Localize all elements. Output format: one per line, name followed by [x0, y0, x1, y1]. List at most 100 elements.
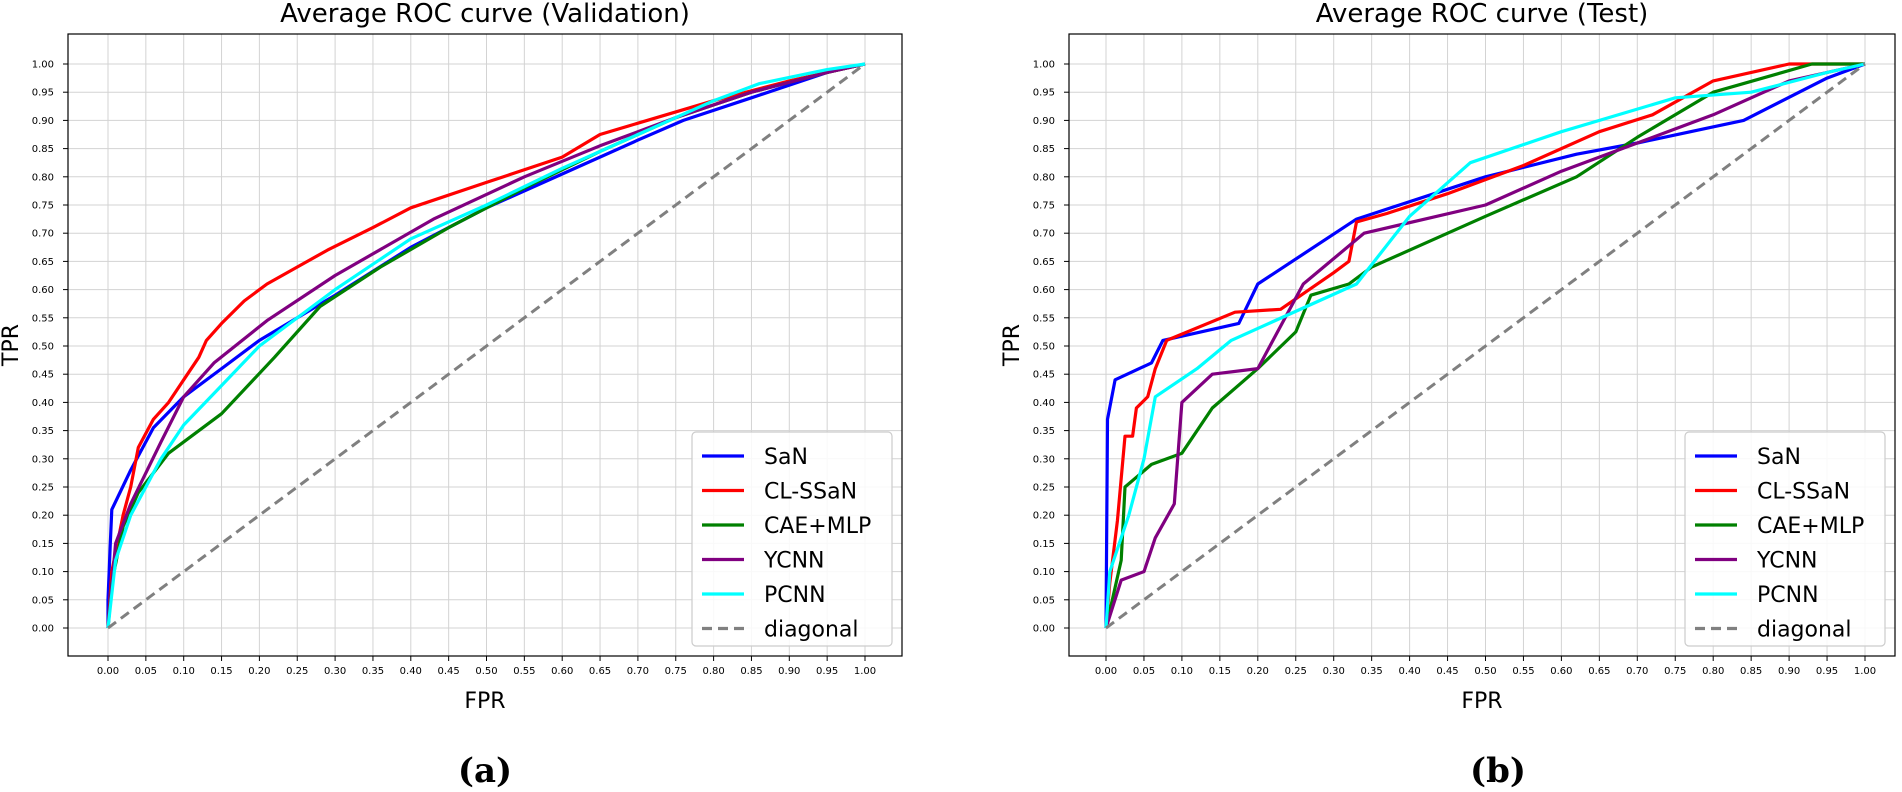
x-tick-label: 0.25	[286, 666, 308, 677]
x-tick-label: 0.45	[438, 666, 460, 677]
y-tick-label: 0.90	[1033, 116, 1055, 127]
legend-entry-label: CAE+MLP	[1757, 514, 1864, 539]
series-line-diagonal	[1105, 62, 1866, 630]
x-tick-label: 1.00	[854, 666, 876, 677]
x-tick-label: 0.60	[551, 666, 573, 677]
y-tick-label: 0.40	[1033, 398, 1055, 409]
y-tick-label: 0.05	[1033, 595, 1055, 606]
y-tick-label: 0.60	[1033, 285, 1055, 296]
legend-entry-label: PCNN	[1757, 583, 1819, 608]
y-tick-label: 0.50	[1033, 342, 1055, 353]
panel-caption: (b)	[1470, 751, 1526, 791]
series-line-ycnn	[1104, 62, 1866, 629]
y-tick-label: 0.85	[32, 144, 54, 155]
x-tick-label: 0.95	[1816, 666, 1838, 677]
x-tick-label: 0.65	[1588, 666, 1610, 677]
x-tick-label: 1.00	[1854, 666, 1876, 677]
y-tick-label: 0.25	[1033, 483, 1055, 494]
legend: SaN CL-SSaN CAE+MLP YCNN PCNN diagonal	[691, 431, 893, 647]
legend-entry-label: SaN	[1757, 445, 1801, 470]
x-tick-label: 0.40	[1398, 666, 1420, 677]
y-axis-label: TPR	[0, 324, 24, 367]
x-tick-label: 0.50	[1474, 666, 1496, 677]
x-axis-label: FPR	[1461, 689, 1502, 714]
x-tick-label: 0.40	[400, 666, 422, 677]
y-tick-label: 0.35	[32, 426, 54, 437]
y-tick-label: 0.35	[1033, 426, 1055, 437]
y-tick-label: 0.80	[32, 172, 54, 183]
legend-entry-label: CL-SSaN	[764, 480, 857, 505]
x-axis-label: FPR	[464, 689, 505, 714]
x-tick-label: 0.05	[1133, 666, 1155, 677]
y-tick-label: 0.20	[1033, 511, 1055, 522]
series-line-san	[1104, 62, 1866, 629]
x-tick-label: 0.70	[1626, 666, 1648, 677]
y-tick-label: 0.00	[32, 624, 54, 635]
legend-entry-label: CL-SSaN	[1757, 480, 1850, 505]
y-tick-label: 0.50	[32, 342, 54, 353]
chart-title: Average ROC curve (Validation)	[280, 0, 690, 29]
x-tick-label: 0.20	[1247, 666, 1269, 677]
x-tick-label: 0.80	[1702, 666, 1724, 677]
legend-entry-label: PCNN	[764, 583, 826, 608]
legend-entry-label: YCNN	[763, 549, 825, 574]
x-tick-label: 0.20	[248, 666, 270, 677]
legend-entry-label: YCNN	[1756, 549, 1818, 574]
x-tick-label: 0.10	[1171, 666, 1193, 677]
chart-panel-1: 0.00 0.00 0.05 0.05 0.10 0.10 0.15 0.15 0.20 0.20…	[0, 0, 903, 791]
x-tick-label: 0.75	[1664, 666, 1686, 677]
y-tick-label: 1.00	[1033, 60, 1055, 71]
legend-entry-label: SaN	[764, 445, 808, 470]
chart-title: Average ROC curve (Test)	[1316, 0, 1649, 29]
x-tick-label: 0.90	[778, 666, 800, 677]
x-tick-label: 0.55	[513, 666, 535, 677]
series-line-diagonal	[107, 62, 866, 630]
y-tick-label: 0.95	[1033, 88, 1055, 99]
y-tick-label: 0.90	[32, 116, 54, 127]
x-tick-label: 0.30	[1323, 666, 1345, 677]
y-tick-label: 0.15	[32, 539, 54, 550]
y-tick-label: 0.45	[1033, 370, 1055, 381]
y-axis-label: TPR	[1000, 324, 1025, 367]
y-tick-label: 0.65	[32, 257, 54, 268]
y-tick-label: 0.70	[1033, 229, 1055, 240]
x-tick-label: 0.35	[1361, 666, 1383, 677]
x-tick-label: 0.50	[475, 666, 497, 677]
y-tick-label: 0.80	[1033, 172, 1055, 183]
series-line-cae-mlp	[1104, 62, 1865, 629]
legend-entry-label: CAE+MLP	[764, 514, 871, 539]
y-tick-label: 0.30	[32, 454, 54, 465]
x-tick-label: 0.70	[627, 666, 649, 677]
y-tick-label: 0.15	[1033, 539, 1055, 550]
y-tick-label: 0.05	[32, 595, 54, 606]
series-line-ycnn	[106, 62, 866, 629]
x-tick-label: 0.25	[1285, 666, 1307, 677]
y-tick-label: 0.55	[32, 313, 54, 324]
plot-frame	[67, 33, 903, 657]
plot-frame	[1068, 33, 1896, 657]
x-tick-label: 0.55	[1512, 666, 1534, 677]
x-tick-label: 0.95	[816, 666, 838, 677]
chart-panel-2: 0.00 0.00 0.05 0.05 0.10 0.10 0.15 0.15 0.20 0.20…	[1000, 0, 1896, 791]
legend-entry-label: diagonal	[764, 618, 859, 643]
x-tick-label: 0.15	[210, 666, 232, 677]
y-tick-label: 1.00	[32, 60, 54, 71]
series-line-pcnn	[1104, 62, 1866, 629]
x-tick-label: 0.00	[1095, 666, 1117, 677]
x-tick-label: 0.85	[1740, 666, 1762, 677]
legend-entry-label: diagonal	[1757, 618, 1852, 643]
y-tick-label: 0.65	[1033, 257, 1055, 268]
y-tick-label: 0.85	[1033, 144, 1055, 155]
series-line-cl-ssan	[106, 62, 866, 629]
y-tick-label: 0.95	[32, 88, 54, 99]
panel-caption: (a)	[458, 751, 512, 791]
x-tick-label: 0.35	[362, 666, 384, 677]
series-line-pcnn	[106, 62, 866, 629]
x-tick-label: 0.45	[1436, 666, 1458, 677]
y-tick-label: 0.10	[1033, 567, 1055, 578]
y-tick-label: 0.00	[1033, 624, 1055, 635]
legend: SaN CL-SSaN CAE+MLP YCNN PCNN diagonal	[1684, 431, 1886, 647]
x-tick-label: 0.10	[173, 666, 195, 677]
y-tick-label: 0.75	[1033, 201, 1055, 212]
series-line-cl-ssan	[1104, 62, 1865, 629]
